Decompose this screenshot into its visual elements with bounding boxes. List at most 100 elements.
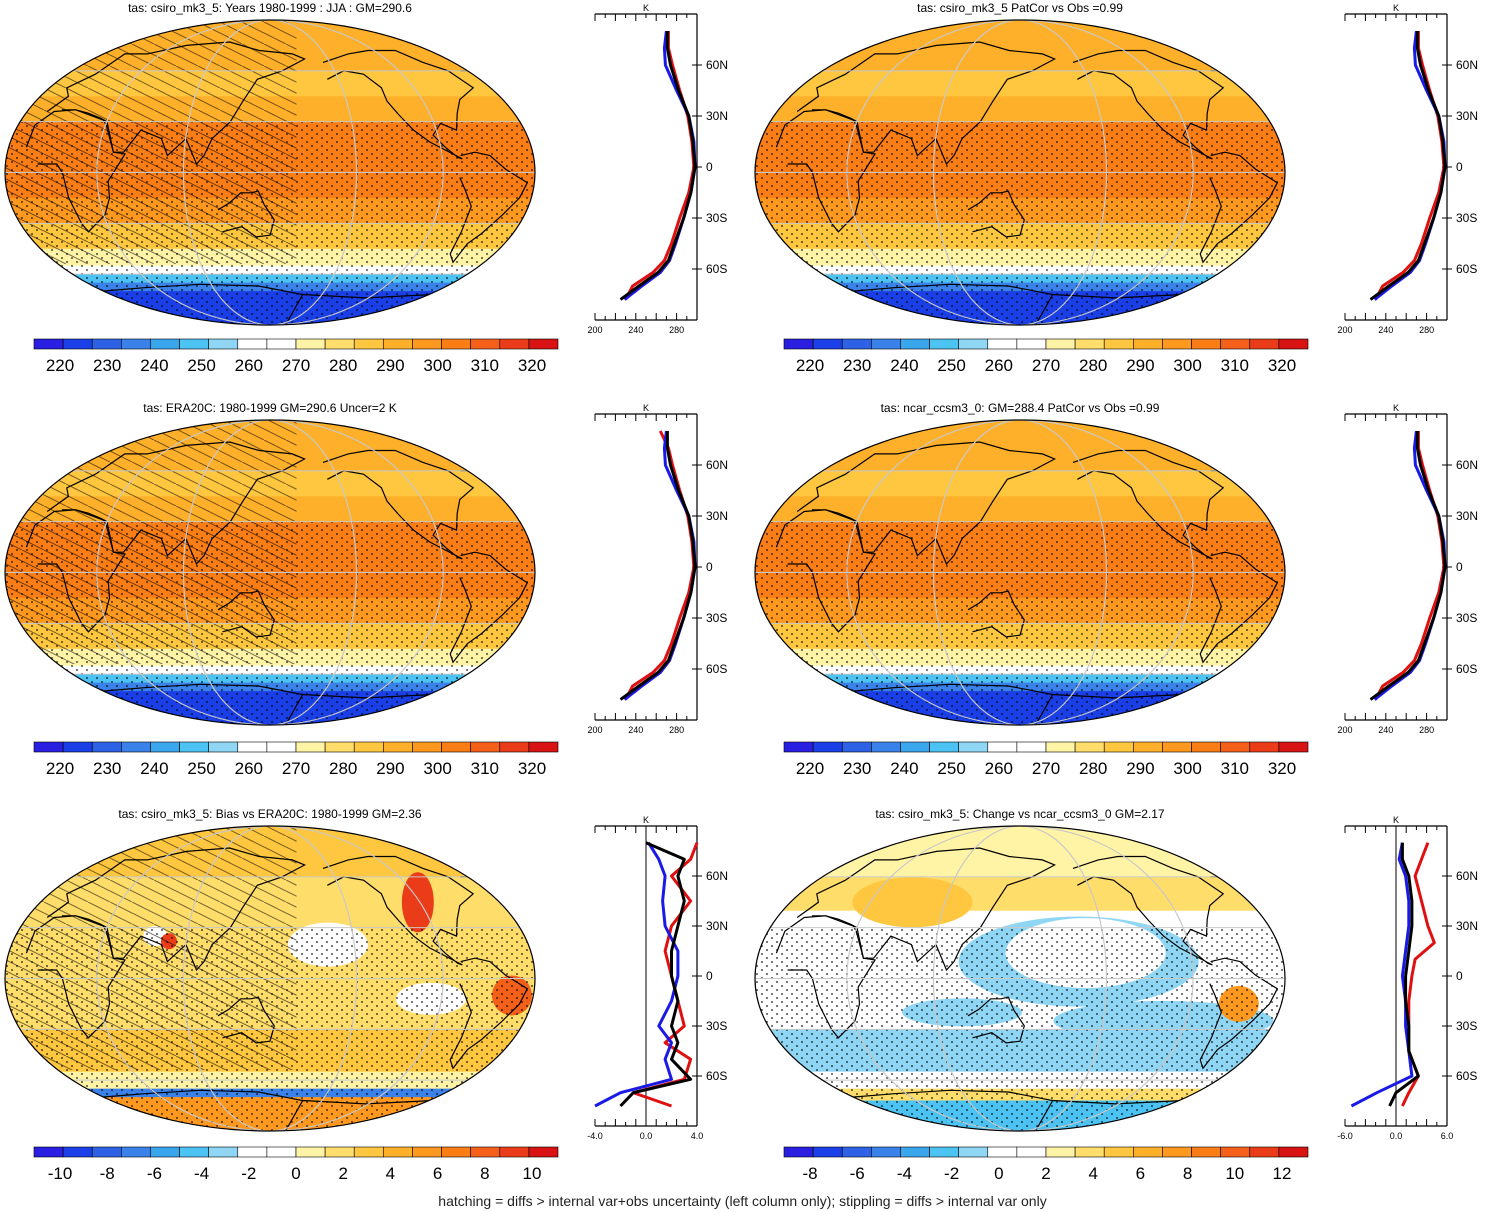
map: [755, 826, 1285, 1131]
profile-lat-tick: 30N: [706, 919, 728, 933]
profile-line-black: [619, 31, 697, 301]
colorbar-segment: [179, 338, 209, 350]
colorbar-segment: [91, 338, 122, 350]
colorbar-segment: [470, 741, 501, 753]
colorbar-segment: [150, 1146, 180, 1158]
colorbar-label: 270: [1032, 759, 1060, 778]
colorbar-label: 6: [1136, 1164, 1145, 1183]
colorbar-label: 280: [329, 759, 357, 778]
colorbar-segment: [324, 338, 355, 350]
colorbar-segment: [1249, 338, 1280, 350]
profile-x-tick: 200: [587, 725, 602, 735]
colorbar-label: 6: [433, 1164, 442, 1183]
profile-line-black: [619, 841, 693, 1108]
colorbar-segment: [987, 741, 1018, 753]
colorbar-segment: [871, 338, 901, 350]
colorbar-segment: [528, 741, 559, 753]
colorbar-segment: [470, 1146, 501, 1158]
colorbar-segment: [62, 1146, 93, 1158]
colorbar-label: 270: [1032, 356, 1060, 375]
profile-x-tick: 6.0: [1441, 1131, 1454, 1141]
colorbar-label: 240: [890, 759, 918, 778]
map: [755, 420, 1285, 725]
colorbar-segment: [62, 741, 93, 753]
colorbar-segment: [841, 741, 872, 753]
colorbar-segment: [841, 1146, 872, 1158]
profile-line-blue: [1373, 30, 1447, 301]
panel-title: tas: ncar_ccsm3_0: GM=288.4 PatCor vs Ob…: [881, 401, 1160, 415]
colorbar-segment: [1162, 338, 1192, 350]
footer-caption: hatching = diffs > internal var+obs unce…: [438, 1193, 1047, 1209]
profile-x-tick: -4.0: [587, 1131, 603, 1141]
profile-lat-tick: 60S: [1456, 662, 1477, 676]
colorbar-segment: [353, 1146, 384, 1158]
profile-x-tick: 0.0: [1390, 1131, 1403, 1141]
profile-line-black: [1388, 842, 1420, 1107]
profile-unit: K: [643, 815, 649, 825]
profile-lat-tick: 0: [1456, 560, 1463, 574]
colorbar-segment: [812, 1146, 843, 1158]
panel-6: tas: csiro_mk3_5: Change vs ncar_ccsm3_0…: [754, 807, 1478, 1183]
profile-line-red: [624, 430, 696, 701]
colorbar-label: 270: [282, 356, 310, 375]
colorbar-label: 220: [796, 356, 824, 375]
colorbar-segment: [1220, 741, 1251, 753]
colorbar-label: 4: [386, 1164, 395, 1183]
colorbar-segment: [958, 1146, 989, 1158]
colorbar-label: 220: [796, 759, 824, 778]
profile-lat-tick: 0: [1456, 160, 1463, 174]
colorbar-segment: [900, 1146, 930, 1158]
colorbar-segment: [441, 338, 471, 350]
colorbar-segment: [1162, 1146, 1192, 1158]
colorbar-segment: [1103, 1146, 1134, 1158]
colorbar-segment: [1045, 338, 1076, 350]
colorbar-segment: [1249, 741, 1280, 753]
colorbar-segment: [208, 1146, 239, 1158]
profile-line-blue: [623, 430, 697, 701]
colorbar-segment: [1191, 1146, 1221, 1158]
profile-lat-tick: 0: [706, 160, 713, 174]
colorbar-segment: [987, 338, 1018, 350]
colorbar-label: 250: [187, 759, 215, 778]
map: [5, 20, 535, 325]
colorbar-segment: [412, 741, 442, 753]
colorbar: 220 230 240 250 260 270 280 290 300 310 320: [783, 338, 1309, 375]
colorbar-segment: [783, 338, 814, 350]
colorbar-label: 280: [1079, 759, 1107, 778]
colorbar-label: 8: [1183, 1164, 1192, 1183]
colorbar-segment: [499, 338, 530, 350]
colorbar-label: -6: [147, 1164, 162, 1183]
colorbar-label: -2: [944, 1164, 959, 1183]
colorbar-segment: [1074, 1146, 1105, 1158]
colorbar-segment: [929, 741, 959, 753]
profile-lat-tick: 60N: [1456, 58, 1478, 72]
colorbar-segment: [324, 741, 355, 753]
profile-unit: K: [1393, 815, 1399, 825]
colorbar-segment: [1016, 1146, 1047, 1158]
colorbar-label: 280: [329, 356, 357, 375]
map: [5, 826, 535, 1131]
profile-lat-tick: 30N: [1456, 919, 1478, 933]
colorbar-label: 10: [1225, 1164, 1244, 1183]
colorbar-segment: [1278, 1146, 1309, 1158]
colorbar-segment: [1220, 1146, 1251, 1158]
colorbar-label: 290: [376, 759, 404, 778]
colorbar-segment: [1016, 338, 1047, 350]
colorbar-label: 12: [1273, 1164, 1292, 1183]
colorbar-segment: [441, 741, 471, 753]
colorbar-label: 310: [1221, 356, 1249, 375]
colorbar-segment: [783, 741, 814, 753]
colorbar-segment: [208, 338, 239, 350]
colorbar-segment: [353, 338, 384, 350]
colorbar: 220 230 240 250 260 270 280 290 300 310 320: [33, 338, 559, 375]
colorbar-segment: [91, 741, 122, 753]
colorbar-segment: [1016, 741, 1047, 753]
colorbar-label: 220: [46, 759, 74, 778]
colorbar-segment: [958, 338, 989, 350]
profile-line-blue: [623, 30, 697, 301]
colorbar-label: 300: [1173, 356, 1201, 375]
colorbar-segment: [324, 1146, 355, 1158]
panel-title: tas: csiro_mk3_5: Change vs ncar_ccsm3_0…: [875, 807, 1164, 821]
colorbar-segment: [1074, 338, 1105, 350]
